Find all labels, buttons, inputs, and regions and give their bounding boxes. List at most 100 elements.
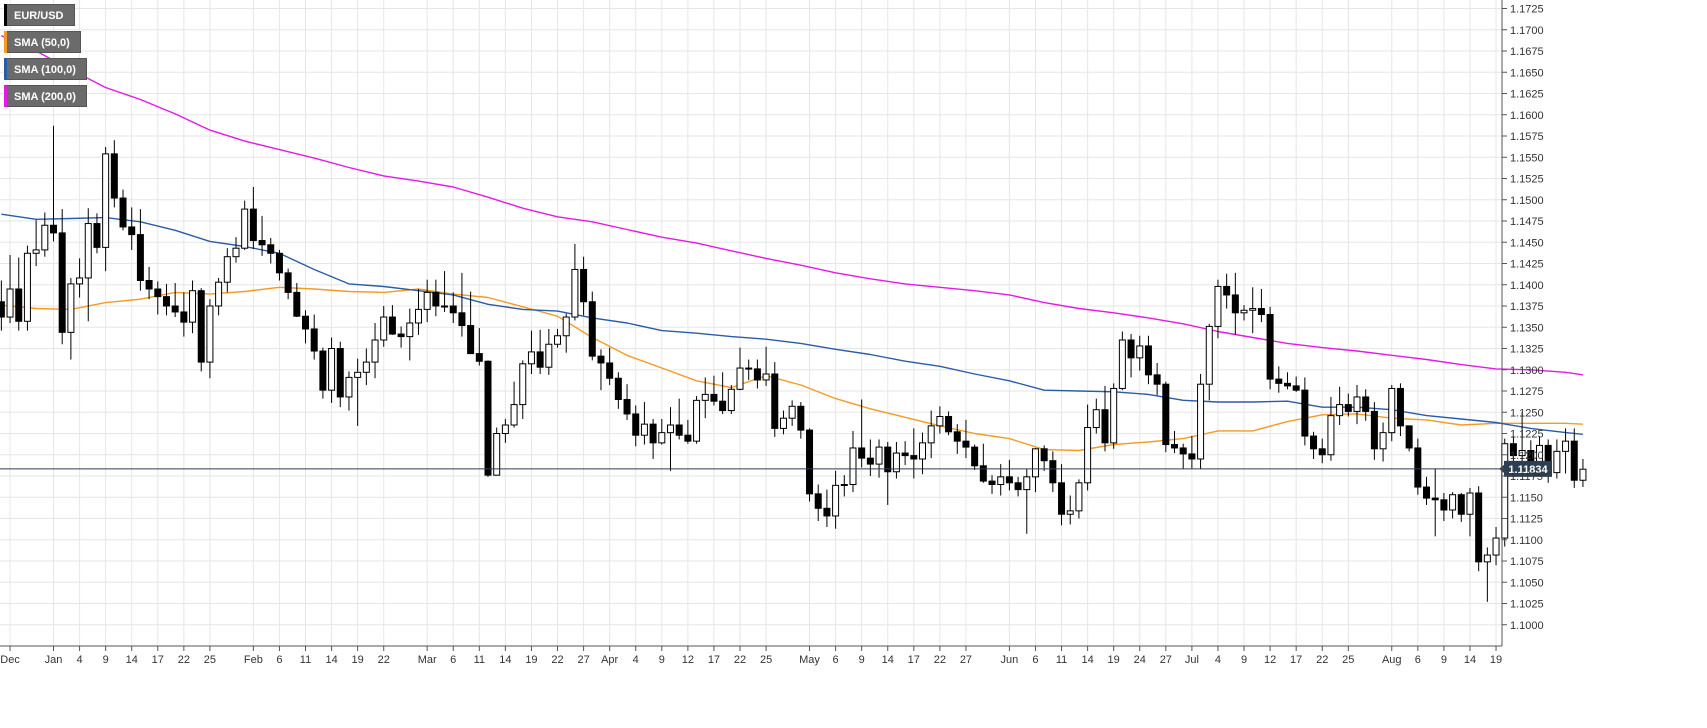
- candle: [649, 419, 657, 459]
- candle: [1388, 385, 1396, 442]
- candle: [467, 291, 475, 355]
- candle-body: [727, 388, 735, 412]
- candle-body: [1005, 476, 1013, 484]
- x-tick-label: Jun: [1001, 654, 1019, 666]
- candle-body: [441, 305, 449, 308]
- candle: [1110, 383, 1118, 449]
- candle: [1240, 305, 1248, 321]
- candle-body: [293, 291, 301, 317]
- legend-item-eurusd[interactable]: EUR/USD: [4, 4, 87, 26]
- candle-body: [779, 417, 787, 429]
- candle: [1327, 396, 1335, 461]
- candle-body: [484, 360, 492, 476]
- candle-body: [1579, 468, 1587, 481]
- candle: [223, 248, 231, 293]
- candle: [927, 410, 935, 459]
- candle-body: [1562, 440, 1570, 452]
- candle-body: [1501, 443, 1509, 539]
- candle-body: [32, 249, 40, 254]
- candle: [623, 384, 631, 420]
- candle: [102, 147, 110, 272]
- candle: [736, 347, 744, 391]
- candle: [693, 396, 701, 444]
- candle: [1005, 459, 1013, 491]
- candle: [145, 266, 153, 300]
- candle: [1370, 402, 1378, 460]
- legend-label: SMA (50,0): [7, 31, 81, 53]
- y-tick-label: 1.1700: [1510, 25, 1544, 37]
- candle-body: [1414, 447, 1422, 488]
- candle-body: [953, 431, 961, 442]
- x-tick-label: 9: [103, 654, 109, 666]
- candle: [562, 313, 570, 353]
- candle-body: [562, 316, 570, 337]
- y-tick-label: 1.1675: [1510, 46, 1544, 58]
- x-tick-label: 22: [178, 654, 190, 666]
- candle: [15, 257, 23, 331]
- legend-item-sma-100[interactable]: SMA (100,0): [4, 58, 87, 80]
- candle-body: [1171, 444, 1179, 449]
- candle: [23, 245, 31, 331]
- candle-body: [1431, 497, 1439, 501]
- candle-body: [1214, 285, 1222, 327]
- candle: [1336, 386, 1344, 425]
- candle-body: [901, 452, 909, 457]
- candle-body: [1023, 476, 1031, 491]
- candle-body: [1570, 440, 1578, 481]
- candle: [1118, 331, 1126, 391]
- candle-body: [1518, 450, 1526, 457]
- candle: [1023, 469, 1031, 534]
- candle: [162, 283, 170, 316]
- candle: [1031, 447, 1039, 493]
- x-tick-label: 4: [1215, 654, 1221, 666]
- candle-body: [501, 424, 509, 434]
- candle: [249, 187, 257, 250]
- x-tick-label: 25: [204, 654, 216, 666]
- candle: [1396, 383, 1404, 437]
- y-tick-label: 1.1050: [1510, 577, 1544, 589]
- y-tick-label: 1.1025: [1510, 599, 1544, 611]
- candle-body: [675, 424, 683, 436]
- current-price-label: 1.11834: [1508, 464, 1548, 476]
- x-tick-label: Jan: [45, 654, 63, 666]
- candle: [32, 220, 40, 267]
- candle-body: [849, 447, 857, 486]
- candle: [1266, 306, 1274, 390]
- candle: [302, 310, 310, 344]
- candle: [458, 272, 466, 337]
- legend-item-sma-50[interactable]: SMA (50,0): [4, 31, 87, 53]
- candle: [840, 475, 848, 497]
- x-tick-label: 17: [908, 654, 920, 666]
- candle: [215, 277, 223, 316]
- candle-body: [0, 301, 5, 318]
- candle: [519, 360, 527, 420]
- candle: [971, 444, 979, 471]
- candle: [1188, 436, 1196, 469]
- candle: [1231, 272, 1239, 335]
- y-tick-label: 1.1075: [1510, 556, 1544, 568]
- candle-body: [162, 296, 170, 307]
- x-tick-label: 27: [960, 654, 972, 666]
- candle: [397, 326, 405, 348]
- candle-body: [232, 247, 240, 258]
- candle: [284, 268, 292, 300]
- candle-body: [223, 256, 231, 283]
- candle-body: [866, 457, 874, 465]
- legend-label: EUR/USD: [7, 4, 75, 26]
- candle: [919, 432, 926, 475]
- candle-body: [753, 368, 761, 381]
- candle-body: [884, 446, 892, 473]
- y-tick-label: 1.1000: [1510, 620, 1544, 632]
- candle: [1283, 372, 1291, 390]
- candle: [380, 306, 388, 347]
- candle-body: [1058, 482, 1066, 515]
- candle-body: [979, 465, 987, 482]
- y-axis: 1.1725 1.1700 1.1675 1.1650 1.1625 1.1600 1.15…: [1501, 0, 1544, 646]
- legend-item-sma-200[interactable]: SMA (200,0): [4, 85, 87, 107]
- candle: [406, 308, 414, 361]
- x-tick-label: 14: [882, 654, 894, 666]
- candle-body: [632, 413, 640, 436]
- y-tick-label: 1.1225: [1510, 429, 1544, 441]
